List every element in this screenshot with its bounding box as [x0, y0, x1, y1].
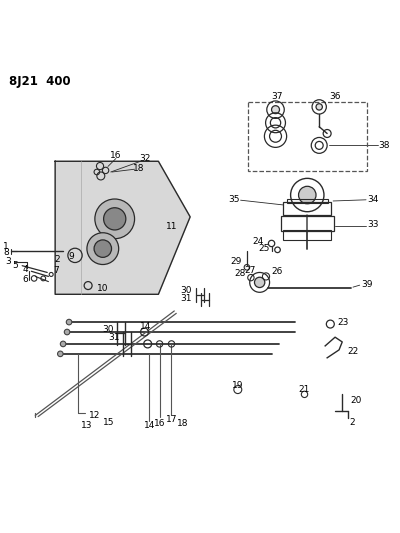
- Text: 30: 30: [181, 286, 192, 295]
- Text: 18: 18: [133, 164, 144, 173]
- Bar: [284, 202, 331, 215]
- Text: 3: 3: [6, 257, 12, 266]
- Text: 38: 38: [379, 141, 390, 150]
- Text: 8: 8: [3, 248, 9, 257]
- Text: 15: 15: [103, 418, 114, 427]
- Text: 2: 2: [349, 418, 355, 426]
- Text: 4: 4: [23, 265, 28, 274]
- Text: 11: 11: [166, 222, 178, 231]
- Polygon shape: [55, 161, 190, 294]
- Circle shape: [64, 329, 70, 335]
- Text: 6: 6: [23, 274, 28, 284]
- Text: 9: 9: [68, 252, 74, 261]
- Text: 5: 5: [12, 261, 18, 270]
- Circle shape: [60, 341, 66, 346]
- Circle shape: [316, 104, 322, 110]
- Text: 37: 37: [272, 92, 283, 101]
- Text: 34: 34: [367, 195, 378, 204]
- Text: 22: 22: [347, 348, 358, 357]
- Text: 35: 35: [228, 195, 240, 204]
- Text: 17: 17: [166, 415, 177, 424]
- Text: 33: 33: [367, 220, 378, 229]
- Text: 31: 31: [181, 294, 192, 303]
- Text: 18: 18: [177, 419, 188, 428]
- Circle shape: [66, 319, 72, 325]
- Text: 31: 31: [108, 334, 120, 343]
- Bar: [287, 199, 328, 203]
- Text: 29: 29: [230, 257, 242, 266]
- Circle shape: [95, 199, 134, 239]
- Circle shape: [94, 240, 112, 257]
- Text: 27: 27: [244, 266, 256, 275]
- Text: 14: 14: [140, 322, 151, 332]
- Text: 8J21  400: 8J21 400: [10, 75, 71, 88]
- Text: 19: 19: [232, 381, 244, 390]
- Text: 13: 13: [81, 421, 92, 430]
- Circle shape: [298, 187, 316, 204]
- Circle shape: [104, 208, 126, 230]
- Text: 36: 36: [329, 92, 341, 101]
- Circle shape: [87, 233, 119, 264]
- Bar: [284, 230, 331, 240]
- Text: 1: 1: [3, 242, 9, 251]
- Text: 14: 14: [144, 421, 155, 430]
- Text: 25: 25: [258, 244, 270, 253]
- Text: 16: 16: [110, 151, 122, 160]
- Text: 16: 16: [154, 419, 165, 428]
- Text: 28: 28: [234, 269, 245, 278]
- Text: 39: 39: [361, 280, 372, 289]
- Text: 24: 24: [252, 237, 264, 246]
- Text: 2: 2: [55, 255, 60, 264]
- Circle shape: [58, 351, 63, 357]
- Text: 30: 30: [102, 325, 114, 334]
- Text: 10: 10: [97, 284, 108, 293]
- Text: 32: 32: [139, 154, 150, 163]
- Bar: [248, 102, 367, 171]
- Circle shape: [254, 277, 265, 287]
- Circle shape: [272, 106, 280, 114]
- Text: 7: 7: [53, 266, 59, 275]
- Text: 23: 23: [337, 318, 348, 327]
- Text: 26: 26: [272, 266, 283, 276]
- Text: 20: 20: [350, 396, 362, 405]
- Text: 21: 21: [299, 385, 310, 394]
- Bar: [281, 216, 334, 231]
- Text: 12: 12: [89, 411, 100, 420]
